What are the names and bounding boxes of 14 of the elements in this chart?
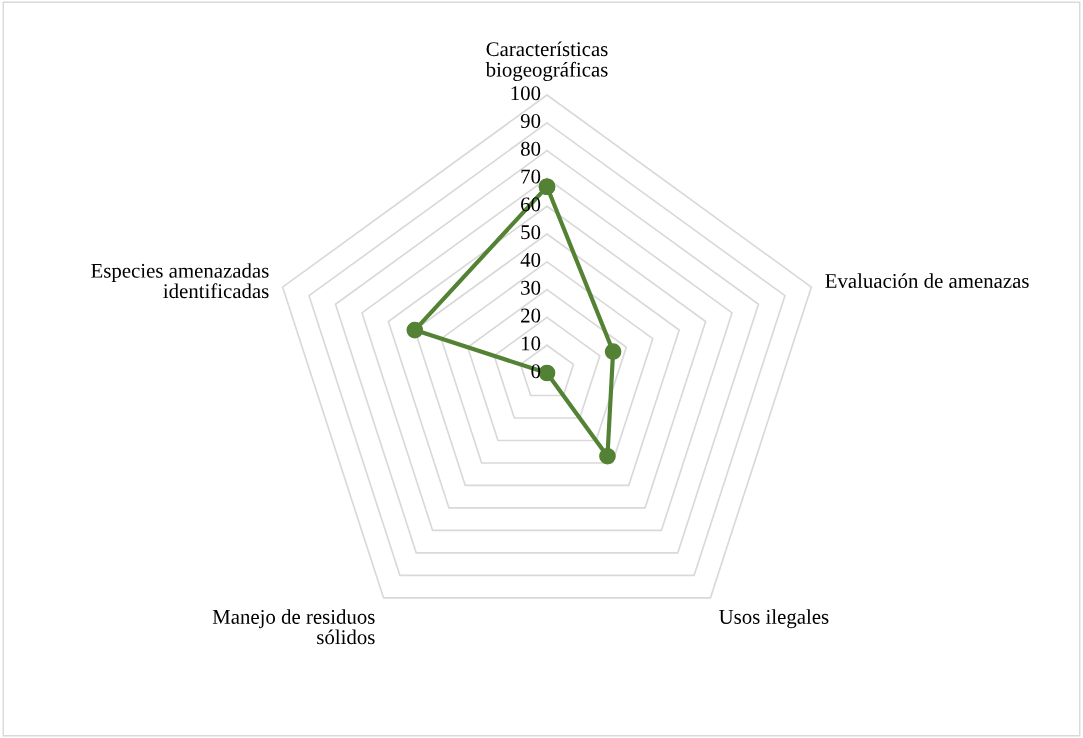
y-tick-label: 40 [520, 252, 541, 268]
y-tick-label: 70 [521, 169, 541, 184]
y-tick-label: 90 [520, 113, 541, 129]
y-tick-label: 10 [522, 336, 541, 351]
spoke-label: Evaluación de amenazas [825, 273, 1029, 288]
spoke-label: Características biogeográficas [485, 41, 608, 81]
y-tick-label: 50 [521, 225, 541, 240]
spoke-label: Manejo de residuos sólidos [212, 609, 375, 645]
spoke-label: Especies amenazadas identificadas [91, 263, 269, 299]
y-tick-label: 100 [511, 86, 541, 101]
y-tick-label: 80 [520, 141, 541, 156]
spoke-label: Usos ilegales [719, 609, 829, 629]
y-tick-label: 30 [521, 280, 541, 295]
y-tick-label: 20 [521, 308, 541, 323]
